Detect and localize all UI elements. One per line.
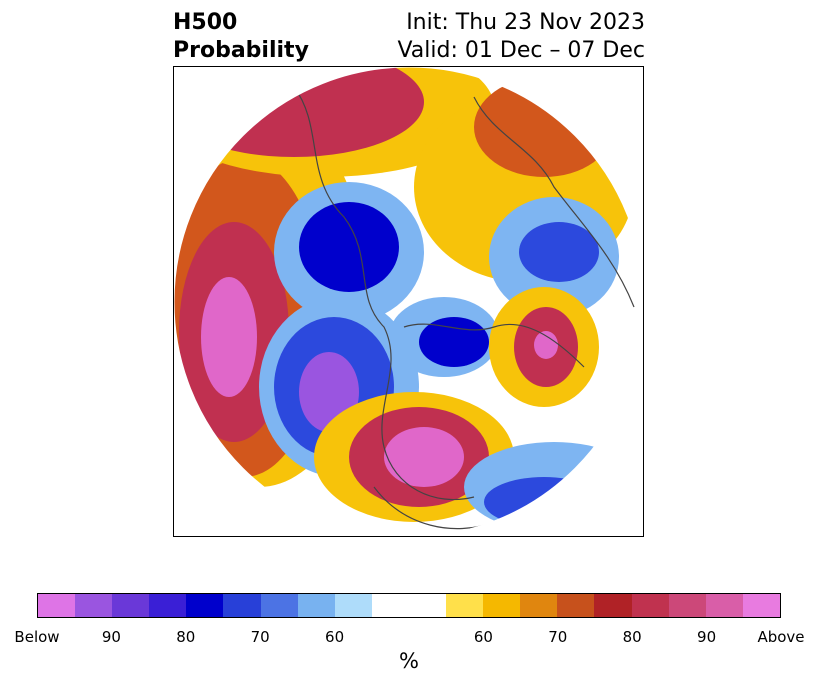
colorbar-unit-label: % bbox=[399, 649, 419, 673]
colorbar-swatch bbox=[557, 594, 595, 617]
valid-range: Valid: 01 Dec – 07 Dec bbox=[397, 38, 645, 63]
polar-map bbox=[174, 67, 643, 536]
colorbar-tick-label: 70 bbox=[250, 628, 270, 646]
colorbar-tick-label: Above bbox=[757, 628, 805, 646]
map-frame bbox=[173, 66, 644, 537]
warm-anomaly-northeast-core bbox=[474, 77, 614, 177]
colorbar-swatch bbox=[705, 594, 743, 617]
colorbar-swatch bbox=[223, 594, 261, 617]
cold-anomaly-atlantic bbox=[484, 477, 604, 527]
colorbar-swatch bbox=[75, 594, 113, 617]
colorbar-tick-label: 80 bbox=[622, 628, 642, 646]
warm-anomaly-eastus-peak bbox=[384, 427, 464, 487]
colorbar bbox=[37, 593, 781, 618]
probability-field bbox=[174, 67, 643, 536]
init-date: Init: Thu 23 Nov 2023 bbox=[406, 10, 645, 35]
colorbar-tick-label: 90 bbox=[697, 628, 717, 646]
colorbar-swatch bbox=[371, 594, 409, 617]
colorbar-swatch bbox=[149, 594, 187, 617]
colorbar-swatch bbox=[112, 594, 150, 617]
colorbar-swatch bbox=[520, 594, 558, 617]
colorbar-swatch bbox=[408, 594, 447, 617]
colorbar-tick-label: Below bbox=[14, 628, 60, 646]
colorbar-tick-label: 60 bbox=[473, 628, 493, 646]
cold-anomaly-siberia bbox=[519, 222, 599, 282]
date-info: Init: Thu 23 Nov 2023 Valid: 01 Dec – 07… bbox=[397, 9, 645, 65]
colorbar-swatch bbox=[483, 594, 521, 617]
colorbar-swatch bbox=[668, 594, 706, 617]
colorbar-swatch bbox=[446, 594, 484, 617]
colorbar-swatch bbox=[594, 594, 632, 617]
colorbar-swatch bbox=[742, 594, 780, 617]
chart-title: H500 Probability bbox=[173, 9, 309, 65]
title-line-2: Probability bbox=[173, 38, 309, 63]
colorbar-swatch bbox=[631, 594, 669, 617]
colorbar-tick-label: 70 bbox=[548, 628, 568, 646]
colorbar-swatch bbox=[334, 594, 372, 617]
colorbar-swatch bbox=[260, 594, 298, 617]
colorbar-tick-label: 60 bbox=[325, 628, 345, 646]
title-line-1: H500 bbox=[173, 10, 238, 35]
warm-anomaly-west-peak bbox=[201, 277, 257, 397]
colorbar-swatch bbox=[297, 594, 335, 617]
colorbar-tick-label: 90 bbox=[101, 628, 121, 646]
colorbar-swatch bbox=[38, 594, 76, 617]
colorbar-swatch bbox=[186, 594, 224, 617]
colorbar-tick-label: 80 bbox=[176, 628, 196, 646]
warm-anomaly-europe-peak bbox=[534, 331, 558, 359]
cold-anomaly-alaska bbox=[299, 202, 399, 292]
